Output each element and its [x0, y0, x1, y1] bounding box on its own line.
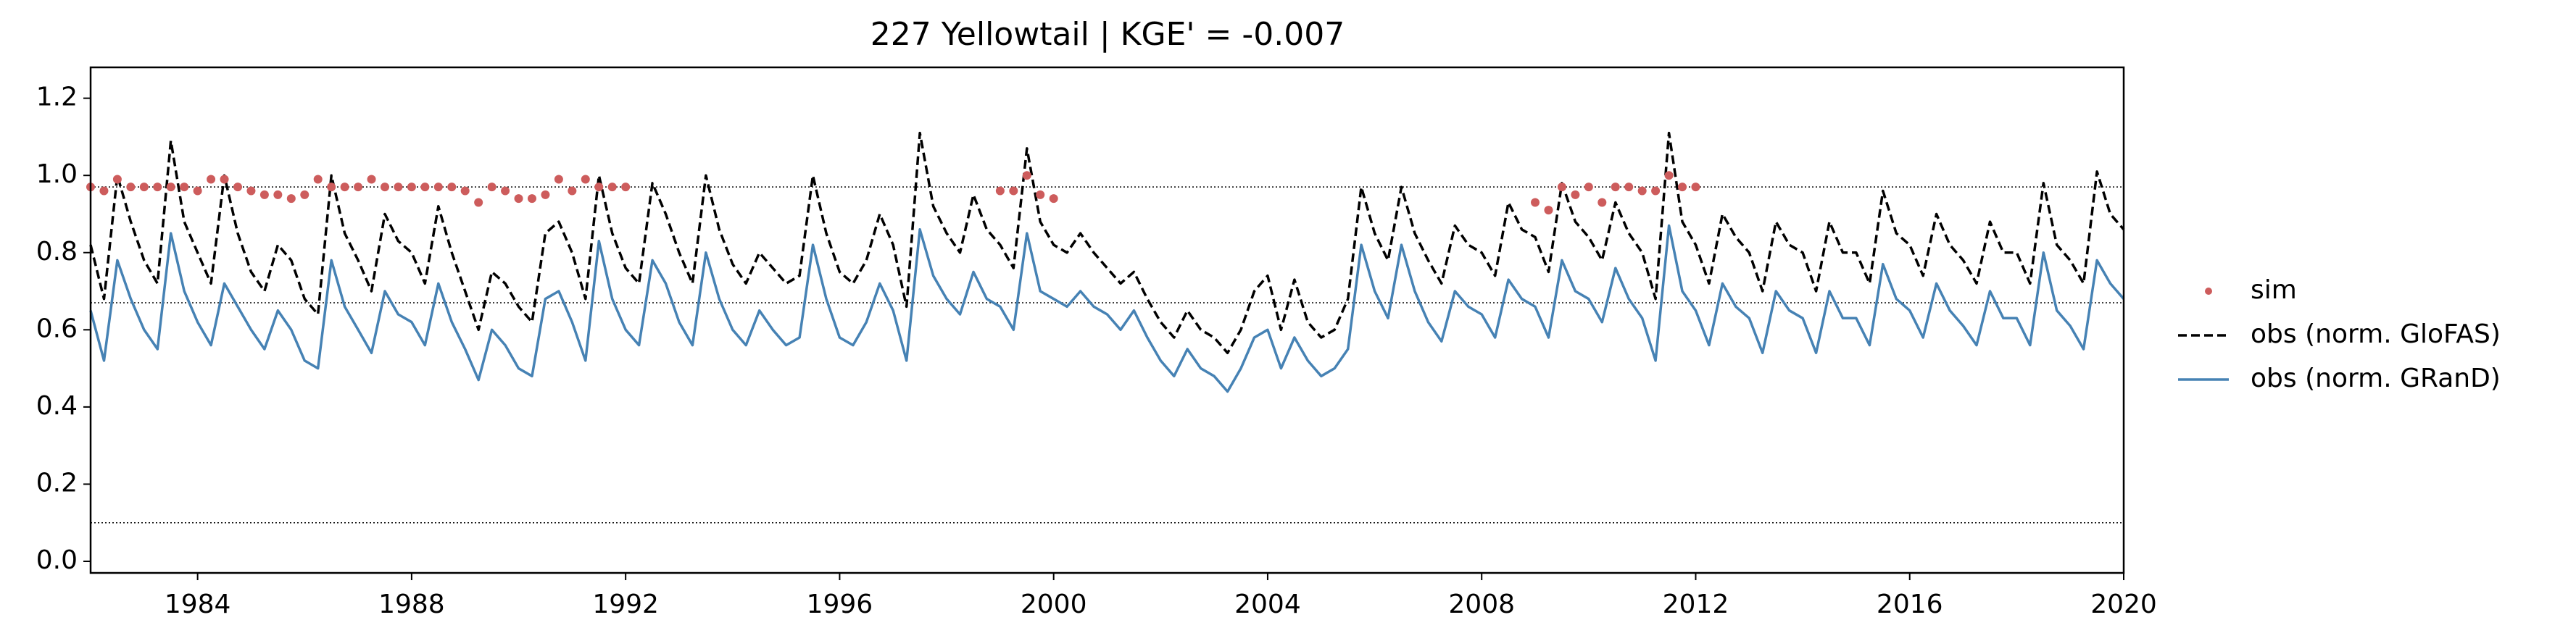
- sim-point: [1009, 186, 1018, 196]
- sim-point: [621, 183, 631, 192]
- x-tick-label: 2016: [1877, 590, 1943, 619]
- sim-point: [568, 186, 577, 196]
- sim-point: [501, 186, 510, 196]
- sim-point: [207, 175, 216, 184]
- sim-point: [394, 183, 403, 192]
- series-line: [89, 224, 2125, 393]
- sim-point: [354, 183, 363, 192]
- sim-point: [1678, 183, 1687, 192]
- legend-label: obs (norm. GRanD): [2251, 364, 2501, 393]
- sim-point: [340, 183, 349, 192]
- sim-point: [474, 198, 483, 207]
- sim-point: [1049, 194, 1058, 204]
- sim-point: [1571, 190, 1580, 199]
- sim-point: [300, 190, 309, 199]
- chart-title: 227 Yellowtail | KGE' = -0.007: [871, 16, 1345, 53]
- sim-point: [581, 175, 590, 184]
- sim-point: [1597, 198, 1607, 207]
- x-tick-label: 2012: [1663, 590, 1729, 619]
- sim-point: [380, 183, 389, 192]
- legend: sim obs (norm. GloFAS) obs (norm. GRanD): [2178, 275, 2501, 393]
- sim-point: [541, 190, 550, 199]
- sim-point: [193, 186, 202, 196]
- x-tick-label: 2000: [1021, 590, 1087, 619]
- sim-point: [447, 183, 457, 192]
- plot-area: [86, 131, 2125, 524]
- sim-point: [420, 183, 430, 192]
- axes-frame: [89, 66, 2125, 574]
- legend-label: obs (norm. GloFAS): [2251, 319, 2501, 349]
- sim-point: [313, 175, 323, 184]
- x-tick-label: 2004: [1234, 590, 1301, 619]
- sim-point: [126, 183, 136, 192]
- sim-point: [153, 183, 162, 192]
- sim-point: [1557, 183, 1566, 192]
- sim-point: [1624, 183, 1634, 192]
- sim-point: [1584, 183, 1593, 192]
- sim-point: [407, 183, 416, 192]
- sim-point: [554, 175, 563, 184]
- sim-point: [139, 183, 149, 192]
- sim-point: [460, 186, 470, 196]
- sim-point: [1691, 183, 1700, 192]
- y-tick-label: 1.0: [36, 159, 78, 189]
- sim-point: [1611, 183, 1620, 192]
- y-tick-label: 0.6: [36, 314, 78, 343]
- y-tick-label: 0.4: [36, 391, 78, 421]
- x-tick-label: 2020: [2090, 590, 2157, 619]
- sim-point: [1531, 198, 1540, 207]
- sim-point: [607, 183, 617, 192]
- x-tick-label: 1996: [807, 590, 873, 619]
- x-tick-label: 1992: [592, 590, 659, 619]
- sim-point: [166, 183, 175, 192]
- y-tick-label: 1.2: [36, 83, 78, 112]
- y-tick-label: 0.8: [36, 237, 78, 267]
- x-tick-label: 1988: [378, 590, 445, 619]
- sim-point: [220, 175, 229, 184]
- sim-point: [995, 186, 1005, 196]
- sim-point: [1651, 186, 1661, 196]
- x-tick-label: 1984: [165, 590, 231, 619]
- sim-point: [1036, 190, 1045, 199]
- sim-point: [1664, 171, 1674, 180]
- sim-point: [367, 175, 376, 184]
- sim-point: [99, 186, 109, 196]
- legend-marker: [2205, 288, 2212, 295]
- sim-point: [259, 190, 269, 199]
- sim-point: [433, 183, 443, 192]
- y-tick-label: 0.2: [36, 468, 78, 498]
- sim-point: [327, 183, 336, 192]
- sim-point: [233, 183, 242, 192]
- sim-point: [1637, 186, 1647, 196]
- sim-point: [246, 186, 256, 196]
- sim-point: [180, 183, 189, 192]
- sim-point: [527, 194, 536, 204]
- sim-point: [112, 175, 122, 184]
- legend-label: sim: [2251, 275, 2297, 305]
- y-tick-label: 0.0: [36, 545, 78, 575]
- x-tick-label: 2008: [1448, 590, 1515, 619]
- sim-point: [1022, 171, 1031, 180]
- sim-point: [514, 194, 523, 204]
- series-line: [89, 131, 2125, 355]
- sim-point: [286, 194, 296, 204]
- sim-point: [1544, 206, 1553, 215]
- sim-point: [594, 183, 604, 192]
- sim-point: [273, 190, 283, 199]
- sim-point: [487, 183, 496, 192]
